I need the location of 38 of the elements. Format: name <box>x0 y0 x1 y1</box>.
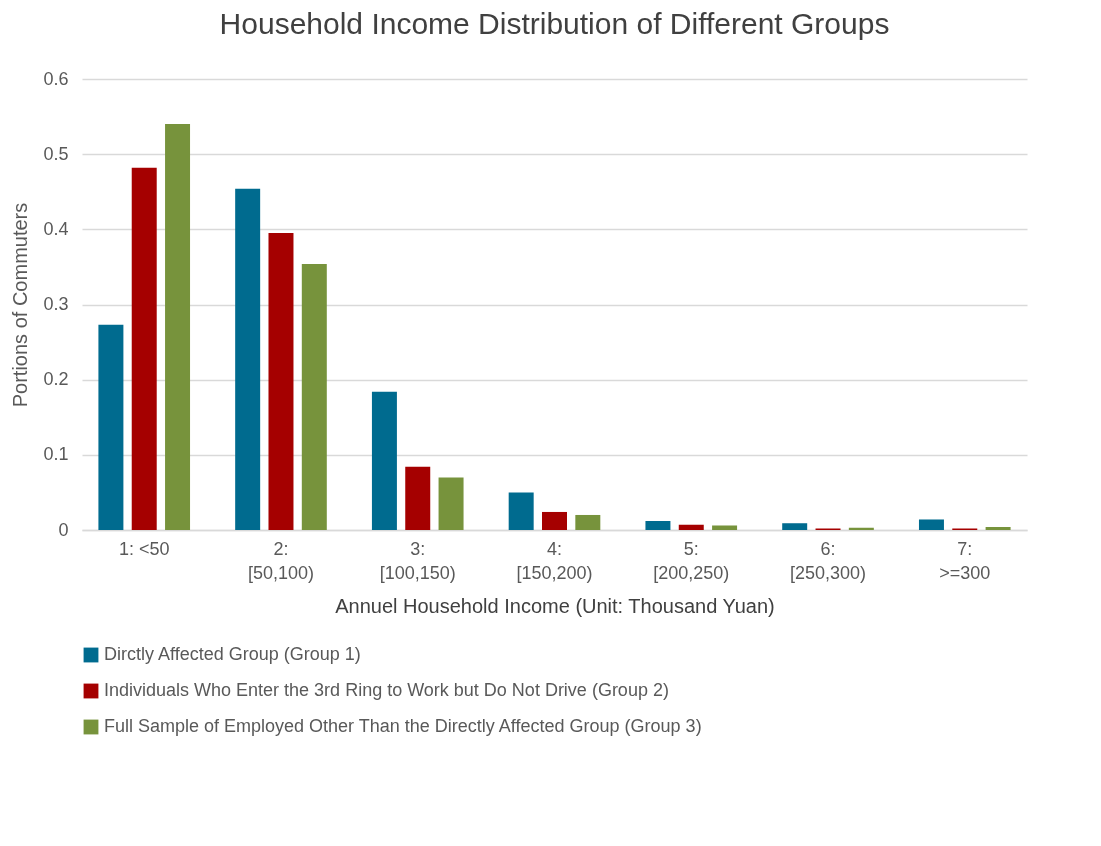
x-tick-label: 3: [100,150) <box>379 538 456 583</box>
bar <box>131 167 157 530</box>
bar <box>438 477 464 530</box>
chart-title: Household Income Distribution of Different Groups <box>219 7 890 40</box>
x-tick-label: 6: [250,300) <box>789 538 867 583</box>
x-tick-label: 4: [150,200) <box>516 538 593 583</box>
bar <box>782 523 808 530</box>
bar <box>645 520 671 530</box>
y-tick-label: 0 <box>58 519 69 540</box>
bar <box>301 263 327 530</box>
legend-label: Full Sample of Employed Other Than the Directly Affected Group (Group 3) <box>104 716 702 736</box>
y-tick-label: 0.1 <box>43 444 69 465</box>
y-tick-label: 0.5 <box>43 143 69 164</box>
bar <box>268 233 294 530</box>
y-tick-label: 0.3 <box>43 294 69 314</box>
bar <box>235 188 261 530</box>
bar <box>678 524 704 530</box>
bar <box>371 391 397 530</box>
y-tick-label: 0.2 <box>43 369 69 390</box>
x-tick-label: 7: >=300 <box>939 538 991 583</box>
x-tick-label: 1: <50 <box>118 538 170 559</box>
bar <box>405 466 431 530</box>
bar <box>542 511 567 530</box>
x-axis-title: Annuel Household Income (Unit: Thousand Yuan) <box>335 594 775 617</box>
y-axis-title: Portions of Commuters <box>9 202 32 408</box>
y-tick-label: 0.4 <box>43 218 69 239</box>
y-tick-label: 0.6 <box>43 68 69 89</box>
legend-label: Individuals Who Enter the 3rd Ring to Work but Do Not Drive (Group 2) <box>104 680 669 700</box>
bar <box>508 492 534 530</box>
bar <box>918 519 944 530</box>
bar <box>712 525 738 530</box>
x-tick-label: 5: [200,250) <box>653 538 730 583</box>
bar <box>98 324 124 530</box>
x-tick-label: 2: [50,100) <box>247 538 315 583</box>
legend-label: Dirctly Affected Group (Group 1) <box>104 644 361 664</box>
bar <box>985 526 1011 530</box>
bar <box>575 514 601 530</box>
bar <box>165 124 191 530</box>
